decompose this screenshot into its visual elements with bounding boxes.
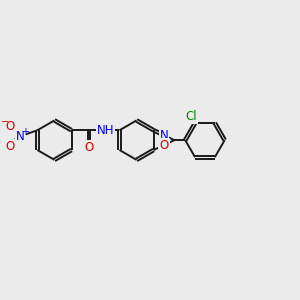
Text: N: N [16, 130, 25, 143]
Text: −: − [1, 117, 9, 127]
Text: O: O [84, 140, 94, 154]
Text: Cl: Cl [185, 110, 197, 123]
Text: N: N [160, 129, 168, 142]
Text: O: O [5, 140, 14, 153]
Text: NH: NH [97, 124, 114, 137]
Text: O: O [159, 139, 169, 152]
Text: O: O [5, 120, 14, 133]
Text: +: + [21, 127, 29, 137]
